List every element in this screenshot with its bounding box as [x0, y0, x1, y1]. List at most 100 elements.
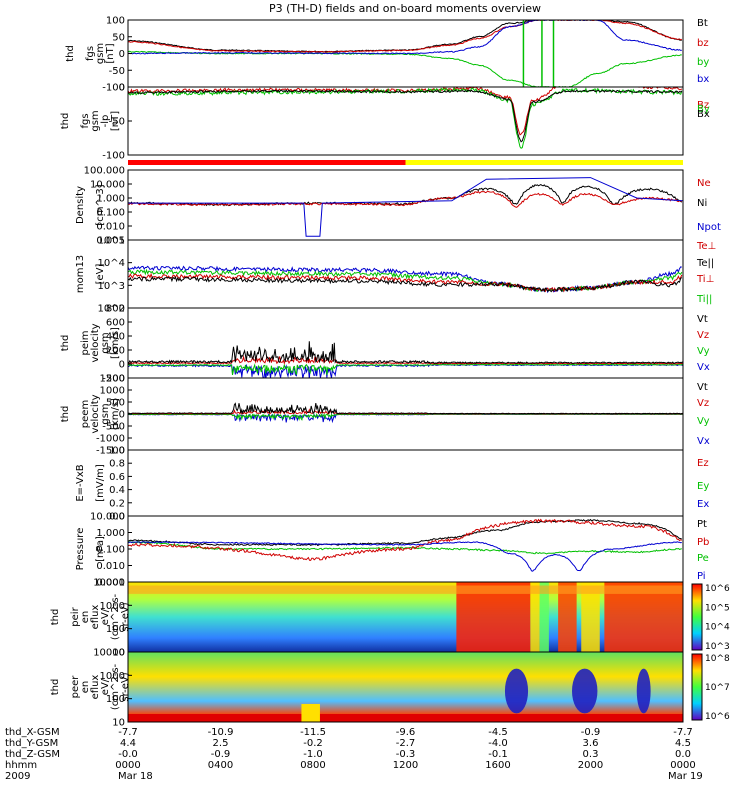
legend-fgl: Bz — [697, 100, 709, 111]
ylabel-line: [eV] — [95, 264, 106, 285]
footer-value: -4.5 — [488, 727, 508, 738]
ytick-label: 600 — [106, 318, 125, 329]
legend-fgs: Bt — [697, 18, 708, 29]
footer-value: -0.9 — [211, 749, 231, 760]
legend-density: Ne — [697, 178, 711, 189]
ytick-label: 0.0 — [109, 512, 125, 523]
colorbar — [691, 583, 703, 651]
legend-pressure: Pb — [697, 537, 709, 548]
legend-fgs: bx — [697, 74, 709, 85]
ytick-label: 50 — [112, 32, 125, 43]
colorbar-label: 10^4 — [705, 623, 730, 633]
ytick-label: 100.000 — [84, 166, 125, 177]
legend-temp: Ti⊥ — [696, 274, 714, 285]
colorbar-label: 10^3 — [705, 642, 730, 652]
ylabel-line: peem — [80, 400, 91, 428]
spectrogram-band — [128, 585, 683, 594]
colorbar-label: 10^8 — [705, 654, 730, 664]
panel-frame — [127, 169, 684, 241]
legend-fgl: By — [697, 104, 710, 115]
ytick-label: 0 — [119, 360, 125, 371]
ytick-label: -100 — [102, 151, 125, 162]
series-Vy — [128, 363, 683, 376]
legend-fgs: bz — [697, 38, 709, 49]
ylabel-line: sr-eV) — [120, 672, 131, 701]
legend-temp: Te|| — [696, 258, 714, 269]
footer-value: -9.6 — [396, 727, 416, 738]
ylabel-line: thd — [60, 113, 71, 130]
spectrogram-blob — [636, 668, 651, 714]
ylabel-peer: thd peerenefluxeV/(cm^2-s-sr-eV) — [50, 663, 131, 710]
series-Ne — [128, 190, 683, 208]
legend-fgl: Bx — [697, 109, 710, 120]
footer-value: Mar 18 — [118, 771, 153, 782]
series-Vz — [128, 355, 683, 366]
panel-pressure: Pressure [nPa] 10.000 1.000 0.100 0.010 0.001 P… — [75, 512, 709, 589]
ylabel-efield: E=-VxB [mV/m] — [75, 464, 106, 502]
legend-temp: Ti|| — [696, 294, 712, 305]
footer-value: 1600 — [485, 760, 510, 771]
series-Te-perp — [128, 272, 683, 293]
ylabel-line: [cm^-3] — [95, 184, 106, 225]
ylabel-line: mom13 — [75, 255, 86, 293]
panel-temp-plot — [128, 265, 683, 294]
series-Vy — [128, 412, 683, 421]
spectrogram-blob — [504, 668, 529, 714]
ylabel-line: eV/ — [100, 608, 111, 625]
ytick-label: 1000 — [100, 601, 125, 612]
footer-value: -4.0 — [488, 738, 508, 749]
ylabel-vi: thd peimvelocitygsm[km/s] — [60, 323, 121, 362]
footer-value: -0.0 — [118, 749, 138, 760]
footer-value: 4.5 — [675, 738, 691, 749]
ytick-label: 0.8 — [109, 459, 125, 470]
ylabel-temp: mom13 [eV] — [75, 255, 106, 293]
legend-density: Ni — [697, 198, 707, 209]
mode-bar — [128, 160, 683, 165]
legend-pressure: Pt — [697, 519, 707, 530]
ylabel-pressure: Pressure [nPa] — [75, 528, 106, 571]
ylabel-line: [nT] — [110, 111, 121, 131]
ytick-label: 1.0 — [109, 446, 125, 457]
ytick-label: 0 — [119, 410, 125, 421]
ytick-label: 10.000 — [90, 512, 125, 523]
ytick-label: 0.001 — [96, 236, 125, 247]
ytick-label: 10.000 — [90, 180, 125, 191]
panel-ve-plot — [128, 402, 683, 424]
footer-value: -7.7 — [118, 727, 138, 738]
spectrogram-band — [581, 582, 600, 652]
series-Pi — [128, 541, 682, 572]
ytick-label: 100 — [106, 16, 125, 27]
footer-value: -10.9 — [208, 727, 234, 738]
ytick-label: 500 — [106, 398, 125, 409]
ytick-label: 10^2 — [98, 304, 125, 315]
footer-value: -0.3 — [396, 749, 416, 760]
panel-peir: thd peirenefluxeV/(cm^2-s-sr-eV)100001000… — [50, 578, 730, 659]
panel-fgs-plot — [128, 20, 683, 87]
ytick-label: 1000 — [100, 386, 125, 397]
legend-density: Npot — [697, 222, 721, 233]
ylabel-line: [nPa] — [95, 536, 106, 562]
ylabel-line: eflux — [90, 605, 101, 630]
ytick-label: 800 — [106, 304, 125, 315]
ylabel-line: fgs — [80, 113, 91, 128]
ytick-label: -200 — [102, 374, 125, 385]
spectrogram-blob — [572, 668, 598, 714]
ytick-label: 0.100 — [96, 545, 125, 556]
footer-row-label: thd_X-GSM — [5, 727, 60, 738]
footer-value: 1200 — [393, 760, 418, 771]
figure-title: P3 (TH-D) fields and on-board moments ov… — [269, 2, 541, 15]
ytick-label: 10^3 — [98, 281, 125, 292]
panel-density: Density [cm^-3] 100.000 10.000 1.000 0.100 0.0… — [75, 166, 721, 247]
series-bx — [128, 20, 682, 55]
ylabel-density: Density [cm^-3] — [75, 184, 106, 225]
series-by — [128, 50, 682, 87]
footer-row-label: thd_Z-GSM — [5, 749, 60, 760]
ytick-label: 0 — [119, 49, 125, 60]
ylabel-fgl: thd fgsgsm-lp[nT] — [60, 110, 121, 131]
ylabel-ve: thd peemvelocitygsm[km/s] — [60, 394, 121, 433]
ylabel-line: thd — [60, 335, 71, 352]
ylabel-line: gsm — [100, 403, 111, 424]
legend-temp: Te⊥ — [696, 241, 716, 252]
spectrogram-band — [539, 582, 549, 652]
